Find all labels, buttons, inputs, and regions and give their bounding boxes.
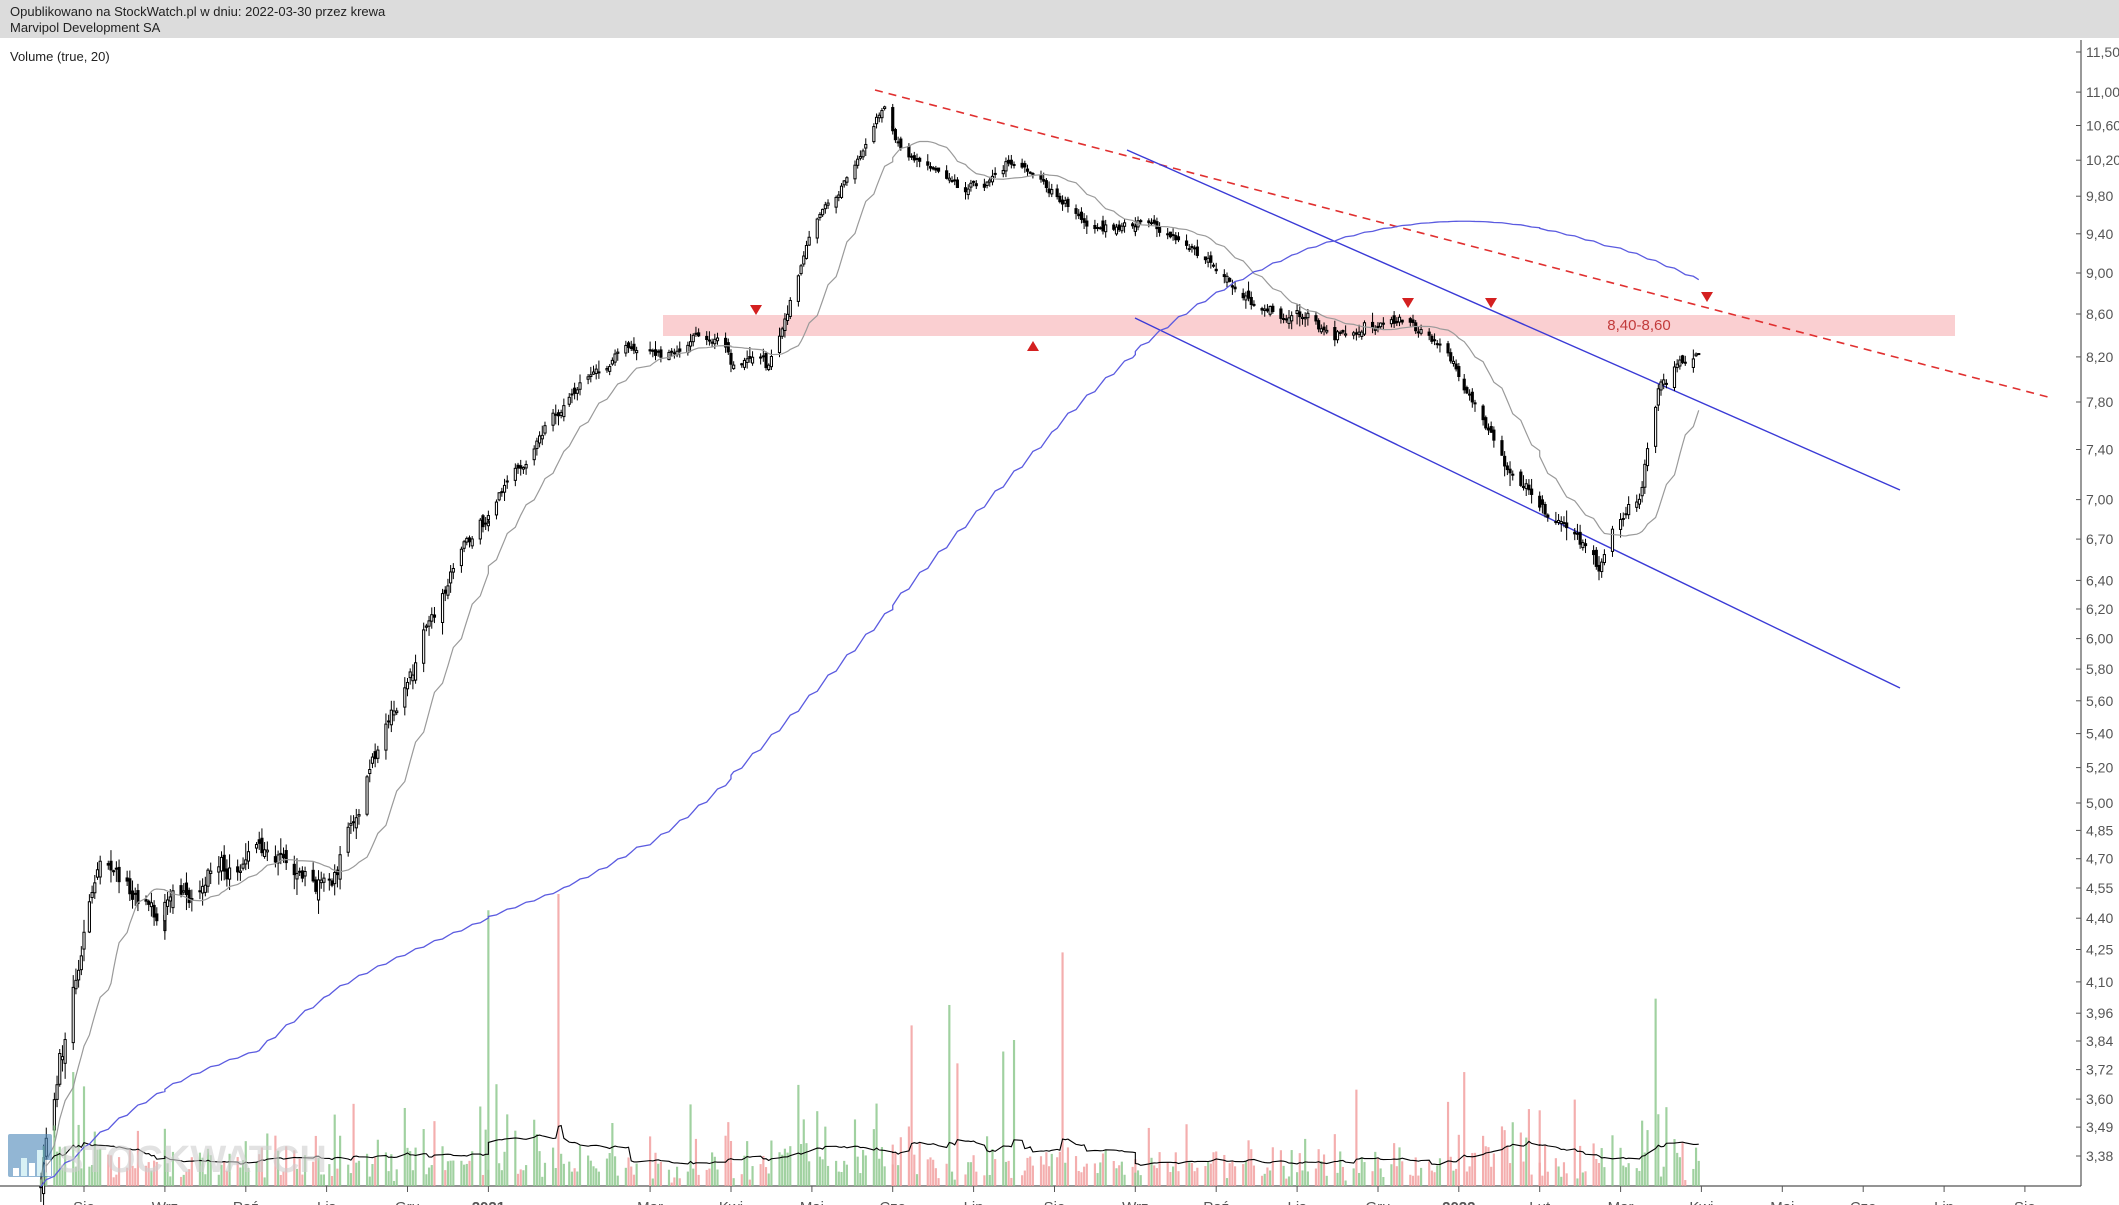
svg-text:4,70: 4,70 bbox=[2086, 851, 2113, 867]
svg-text:4,25: 4,25 bbox=[2086, 942, 2113, 958]
svg-text:Paź: Paź bbox=[233, 1199, 259, 1205]
svg-text:Lis: Lis bbox=[1288, 1199, 1307, 1205]
svg-text:5,20: 5,20 bbox=[2086, 760, 2113, 776]
svg-text:11,00: 11,00 bbox=[2086, 84, 2119, 100]
svg-text:Lis: Lis bbox=[317, 1199, 336, 1205]
svg-text:10,20: 10,20 bbox=[2086, 152, 2119, 168]
svg-text:9,00: 9,00 bbox=[2086, 265, 2113, 281]
svg-text:7,00: 7,00 bbox=[2086, 492, 2113, 508]
svg-text:6,00: 6,00 bbox=[2086, 631, 2113, 647]
svg-text:Lip: Lip bbox=[1934, 1199, 1954, 1205]
svg-text:3,96: 3,96 bbox=[2086, 1005, 2113, 1021]
svg-text:Sie: Sie bbox=[2014, 1199, 2036, 1205]
svg-text:Cze: Cze bbox=[1850, 1199, 1877, 1205]
svg-text:Lip: Lip bbox=[964, 1199, 984, 1205]
svg-text:11,50: 11,50 bbox=[2086, 44, 2119, 60]
svg-text:Wrz: Wrz bbox=[1122, 1199, 1148, 1205]
svg-text:Mar: Mar bbox=[1608, 1199, 1634, 1205]
svg-text:5,40: 5,40 bbox=[2086, 726, 2113, 742]
svg-text:4,10: 4,10 bbox=[2086, 974, 2113, 990]
svg-text:4,55: 4,55 bbox=[2086, 880, 2113, 896]
svg-text:5,00: 5,00 bbox=[2086, 795, 2113, 811]
svg-text:3,72: 3,72 bbox=[2086, 1062, 2113, 1078]
svg-text:STOCKWATCH: STOCKWATCH bbox=[58, 1139, 327, 1181]
svg-text:3,49: 3,49 bbox=[2086, 1119, 2113, 1135]
svg-text:7,80: 7,80 bbox=[2086, 394, 2113, 410]
svg-text:Gru: Gru bbox=[395, 1199, 420, 1205]
svg-text:6,20: 6,20 bbox=[2086, 601, 2113, 617]
svg-text:10,60: 10,60 bbox=[2086, 118, 2119, 134]
svg-text:9,40: 9,40 bbox=[2086, 226, 2113, 242]
svg-text:7,40: 7,40 bbox=[2086, 442, 2113, 458]
svg-text:Kwi: Kwi bbox=[1689, 1199, 1713, 1205]
svg-text:5,60: 5,60 bbox=[2086, 693, 2113, 709]
svg-text:Paź: Paź bbox=[1203, 1199, 1229, 1205]
svg-text:8,40-8,60: 8,40-8,60 bbox=[1607, 317, 1670, 334]
svg-text:2022: 2022 bbox=[1442, 1199, 1475, 1205]
svg-text:4,85: 4,85 bbox=[2086, 822, 2113, 838]
svg-text:5,80: 5,80 bbox=[2086, 661, 2113, 677]
svg-text:3,60: 3,60 bbox=[2086, 1091, 2113, 1107]
svg-text:Mar: Mar bbox=[637, 1199, 663, 1205]
svg-text:Maj: Maj bbox=[800, 1199, 824, 1205]
svg-text:Sie: Sie bbox=[1044, 1199, 1066, 1205]
svg-text:3,38: 3,38 bbox=[2086, 1148, 2113, 1164]
svg-text:6,70: 6,70 bbox=[2086, 531, 2113, 547]
svg-text:Wrz: Wrz bbox=[152, 1199, 178, 1205]
svg-text:4,40: 4,40 bbox=[2086, 910, 2113, 926]
svg-text:Cze: Cze bbox=[879, 1199, 906, 1205]
svg-text:Maj: Maj bbox=[1770, 1199, 1794, 1205]
svg-text:Kwi: Kwi bbox=[719, 1199, 743, 1205]
svg-text:6,40: 6,40 bbox=[2086, 572, 2113, 588]
svg-text:Lut: Lut bbox=[1529, 1199, 1551, 1205]
svg-text:3,84: 3,84 bbox=[2086, 1033, 2113, 1049]
svg-text:Sie: Sie bbox=[73, 1199, 95, 1205]
svg-text:8,20: 8,20 bbox=[2086, 349, 2113, 365]
svg-text:9,80: 9,80 bbox=[2086, 188, 2113, 204]
svg-text:8,60: 8,60 bbox=[2086, 306, 2113, 322]
svg-text:2021: 2021 bbox=[472, 1199, 505, 1205]
svg-text:Gru: Gru bbox=[1365, 1199, 1390, 1205]
